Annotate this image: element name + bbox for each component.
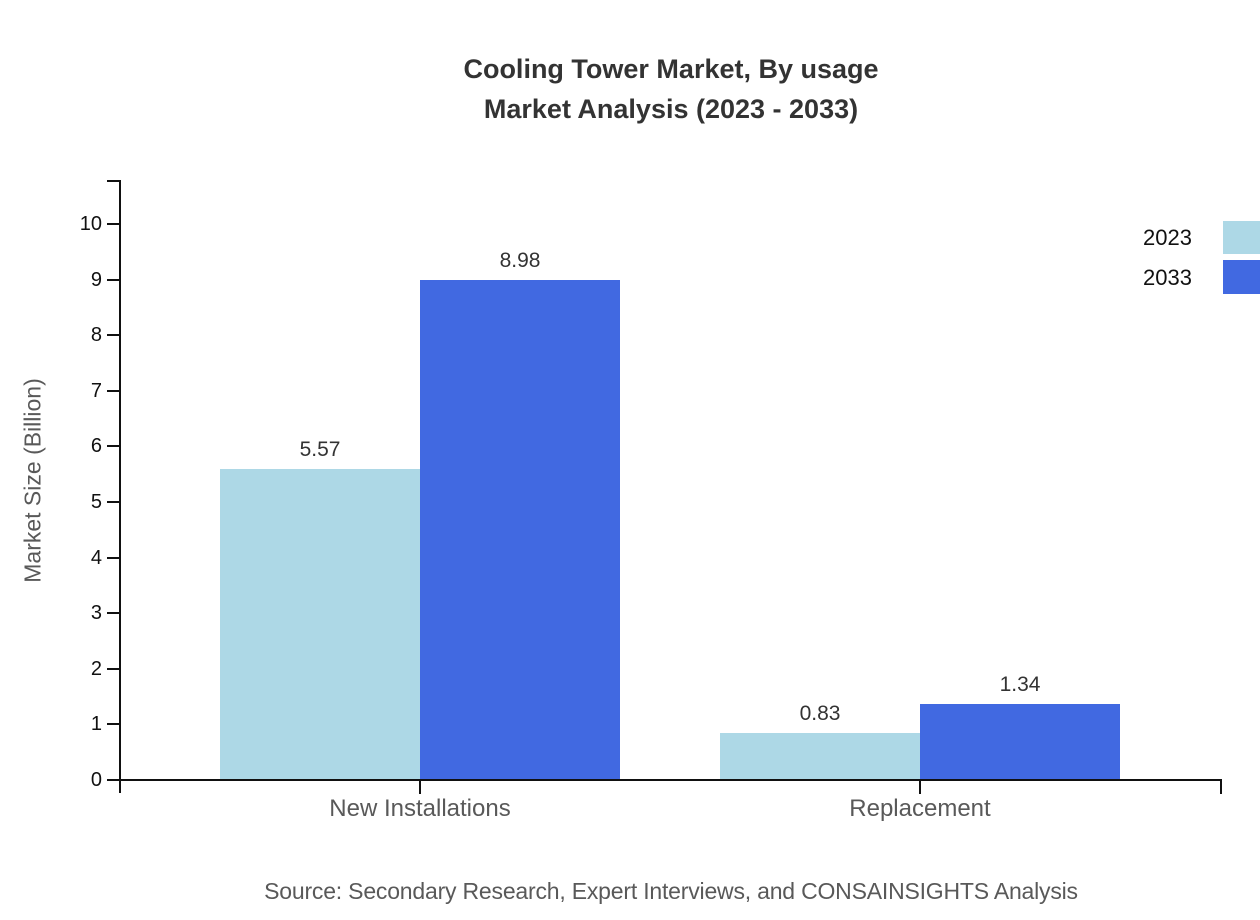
y-tick xyxy=(107,334,119,336)
chart-title-line2: Market Analysis (2023 - 2033) xyxy=(483,94,859,124)
legend-swatch-2033-icon xyxy=(1223,260,1260,294)
y-tick-label: 9 xyxy=(90,269,102,291)
y-tick xyxy=(107,390,119,392)
x-category-label: New Installations xyxy=(329,795,511,822)
x-axis-line xyxy=(119,779,1222,781)
bar-2023-replacement xyxy=(720,733,920,779)
y-tick-label: 10 xyxy=(79,213,102,235)
legend-swatch-2023-icon xyxy=(1223,221,1260,254)
chart-title-line1: Cooling Tower Market, By usage xyxy=(463,54,879,84)
y-tick-label: 7 xyxy=(90,380,102,402)
y-tick xyxy=(107,279,119,281)
chart-title: Cooling Tower Market, By usage Market An… xyxy=(120,49,1222,129)
bar-value-label: 1.34 xyxy=(999,673,1041,696)
source-attribution: Source: Secondary Research, Expert Inter… xyxy=(264,878,1078,904)
y-tick xyxy=(107,612,119,614)
x-category-label: Replacement xyxy=(849,795,991,822)
y-tick xyxy=(107,557,119,559)
y-tick xyxy=(107,779,119,781)
bar-value-label: 8.98 xyxy=(499,249,541,272)
y-tick xyxy=(107,668,119,670)
y-axis-line xyxy=(119,180,121,793)
y-tick xyxy=(107,723,119,725)
bar-2023-new-installations xyxy=(220,469,420,779)
y-tick-label: 8 xyxy=(90,324,102,346)
bar-value-label: 5.57 xyxy=(299,438,341,461)
x-tick xyxy=(919,780,921,794)
y-tick xyxy=(107,223,119,225)
y-tick-label: 3 xyxy=(90,602,102,624)
x-tick xyxy=(419,780,421,794)
legend-label-2023: 2023 xyxy=(1143,225,1192,250)
y-tick-label: 4 xyxy=(90,547,102,569)
y-tick-label: 5 xyxy=(90,491,102,513)
y-tick-label: 0 xyxy=(90,769,102,791)
bar-2033-replacement xyxy=(920,704,1120,779)
bar-2033-new-installations xyxy=(420,280,620,779)
y-tick-label: 6 xyxy=(90,435,102,457)
y-tick xyxy=(107,501,119,503)
bar-value-label: 0.83 xyxy=(799,702,841,725)
legend-label-2033: 2033 xyxy=(1143,265,1192,290)
x-axis-end-tick xyxy=(1220,780,1222,794)
y-axis-cap-tick xyxy=(107,180,119,182)
y-tick-label: 1 xyxy=(90,713,102,735)
y-tick xyxy=(107,445,119,447)
y-tick-label: 2 xyxy=(90,658,102,680)
